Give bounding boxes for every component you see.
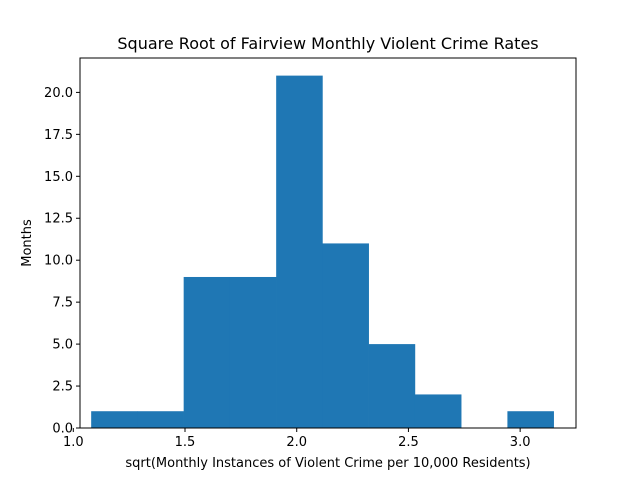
y-tick-label: 15.0 <box>44 170 73 185</box>
y-tick-label: 17.5 <box>44 128 73 143</box>
bars-group <box>91 75 554 428</box>
y-axis-label: Months <box>20 219 35 267</box>
x-tick-label: 2.5 <box>398 435 419 450</box>
x-axis-ticks: 1.0 1.5 2.0 2.5 3.0 <box>63 428 531 450</box>
x-tick-label: 1.0 <box>63 435 84 450</box>
y-tick-label: 0.0 <box>52 422 73 437</box>
x-axis-label: sqrt(Monthly Instances of Violent Crime … <box>125 456 530 471</box>
x-tick-label: 1.5 <box>175 435 196 450</box>
y-axis-ticks: 0.0 2.5 5.0 7.5 10.0 12.5 15.0 17.5 20.0 <box>44 86 80 437</box>
y-tick-label: 12.5 <box>44 212 73 227</box>
histogram-bar <box>368 344 416 428</box>
histogram-bar <box>183 276 231 428</box>
y-tick-label: 10.0 <box>44 254 73 269</box>
histogram-bar <box>322 243 369 428</box>
histogram-bar <box>414 394 462 428</box>
histogram-bar <box>507 411 554 428</box>
x-tick-label: 2.0 <box>286 435 307 450</box>
y-tick-label: 5.0 <box>52 338 73 353</box>
histogram-bar <box>91 411 138 428</box>
y-tick-label: 7.5 <box>52 296 73 311</box>
y-tick-label: 20.0 <box>44 86 73 101</box>
y-tick-label: 2.5 <box>52 380 73 395</box>
histogram-bar <box>229 276 277 428</box>
histogram-bar <box>137 411 184 428</box>
x-tick-label: 3.0 <box>510 435 531 450</box>
histogram-bar <box>276 75 323 428</box>
plot-frame <box>79 57 577 429</box>
chart-title: Square Root of Fairview Monthly Violent … <box>117 34 538 53</box>
